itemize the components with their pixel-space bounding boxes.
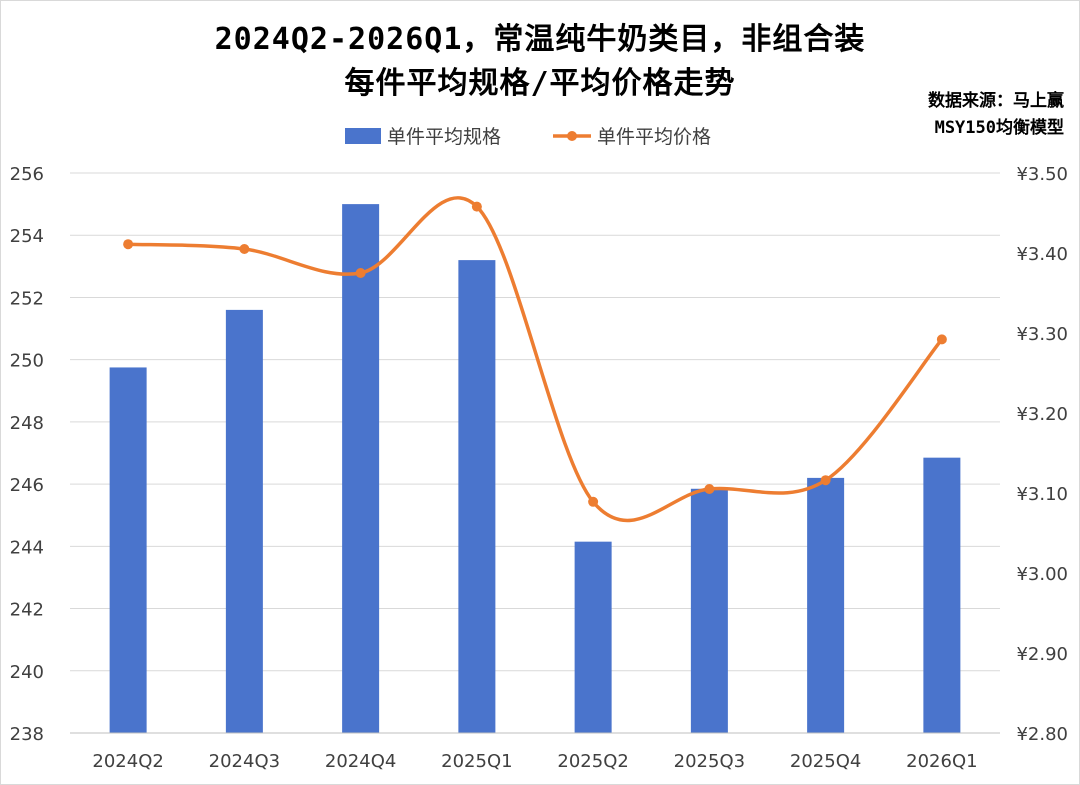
price-point <box>704 484 715 494</box>
price-point <box>239 244 250 254</box>
y-left-tick-label: 250 <box>10 351 44 372</box>
bar <box>109 367 147 733</box>
y-left-tick-label: 246 <box>10 475 44 496</box>
y-right-tick-label: ¥3.30 <box>1016 324 1068 345</box>
x-tick-label: 2026Q1 <box>906 751 977 772</box>
bar <box>225 309 263 733</box>
y-left-tick-label: 254 <box>10 226 44 247</box>
line-series <box>123 196 947 523</box>
y-left-tick-label: 244 <box>10 537 44 558</box>
y-right-tick-label: ¥3.20 <box>1016 404 1068 425</box>
bar <box>807 477 845 733</box>
legend: 单件平均规格 单件平均价格 <box>345 126 711 148</box>
legend-bar-label: 单件平均规格 <box>387 126 501 148</box>
price-point <box>820 475 831 486</box>
source-line-2: MSY150均衡模型 <box>934 118 1064 138</box>
y-right-tick-label: ¥3.40 <box>1016 244 1068 265</box>
legend-line-label: 单件平均价格 <box>597 126 711 148</box>
price-point <box>936 334 947 345</box>
title-line-1: 2024Q2-2026Q1，常温纯牛奶类目，非组合装 <box>214 22 866 57</box>
grid-lines <box>70 172 1000 734</box>
y-right-tick-label: ¥2.90 <box>1016 644 1068 665</box>
y-left-tick-label: 256 <box>10 164 44 185</box>
y-left-tick-label: 248 <box>10 413 44 434</box>
price-line <box>126 196 944 523</box>
axes: 238 240 242 244 246 248 250 252 254 256 ¥2.80 ¥2.90… <box>10 164 1068 772</box>
bar <box>923 457 961 733</box>
legend-bar-swatch <box>345 128 381 144</box>
chart-title: 2024Q2-2026Q1，常温纯牛奶类目，非组合装 每件平均规格/平均价格走势 <box>0 18 1080 106</box>
data-source-note: 数据来源：马上赢 MSY150均衡模型 <box>928 88 1064 142</box>
x-tick-label: 2025Q1 <box>441 751 512 772</box>
y-right-tick-label: ¥3.00 <box>1016 564 1068 585</box>
bar <box>458 260 496 733</box>
x-tick-label: 2024Q3 <box>209 751 280 772</box>
legend-line-marker <box>567 131 577 141</box>
price-point <box>471 201 482 212</box>
bar <box>574 541 612 733</box>
y-right-tick-label: ¥3.10 <box>1016 484 1068 505</box>
bar <box>342 204 380 734</box>
title-line-2: 每件平均规格/平均价格走势 <box>344 66 736 101</box>
x-tick-label: 2024Q2 <box>92 751 163 772</box>
y-right-tick-label: ¥3.50 <box>1016 164 1068 185</box>
y-left-tick-label: 238 <box>10 724 44 745</box>
price-point <box>588 496 599 507</box>
y-left-tick-label: 242 <box>10 600 44 621</box>
x-tick-label: 2025Q2 <box>557 751 628 772</box>
price-point <box>123 239 134 250</box>
source-line-1: 数据来源：马上赢 <box>928 91 1064 111</box>
price-point <box>355 268 366 278</box>
y-right-tick-label: ¥2.80 <box>1016 724 1068 745</box>
x-tick-label: 2025Q4 <box>790 751 861 772</box>
bar-series <box>109 204 961 734</box>
x-tick-label: 2024Q4 <box>325 751 396 772</box>
x-tick-label: 2025Q3 <box>674 751 745 772</box>
bar <box>690 488 728 733</box>
y-left-tick-label: 252 <box>10 288 44 309</box>
y-left-tick-label: 240 <box>10 662 44 683</box>
